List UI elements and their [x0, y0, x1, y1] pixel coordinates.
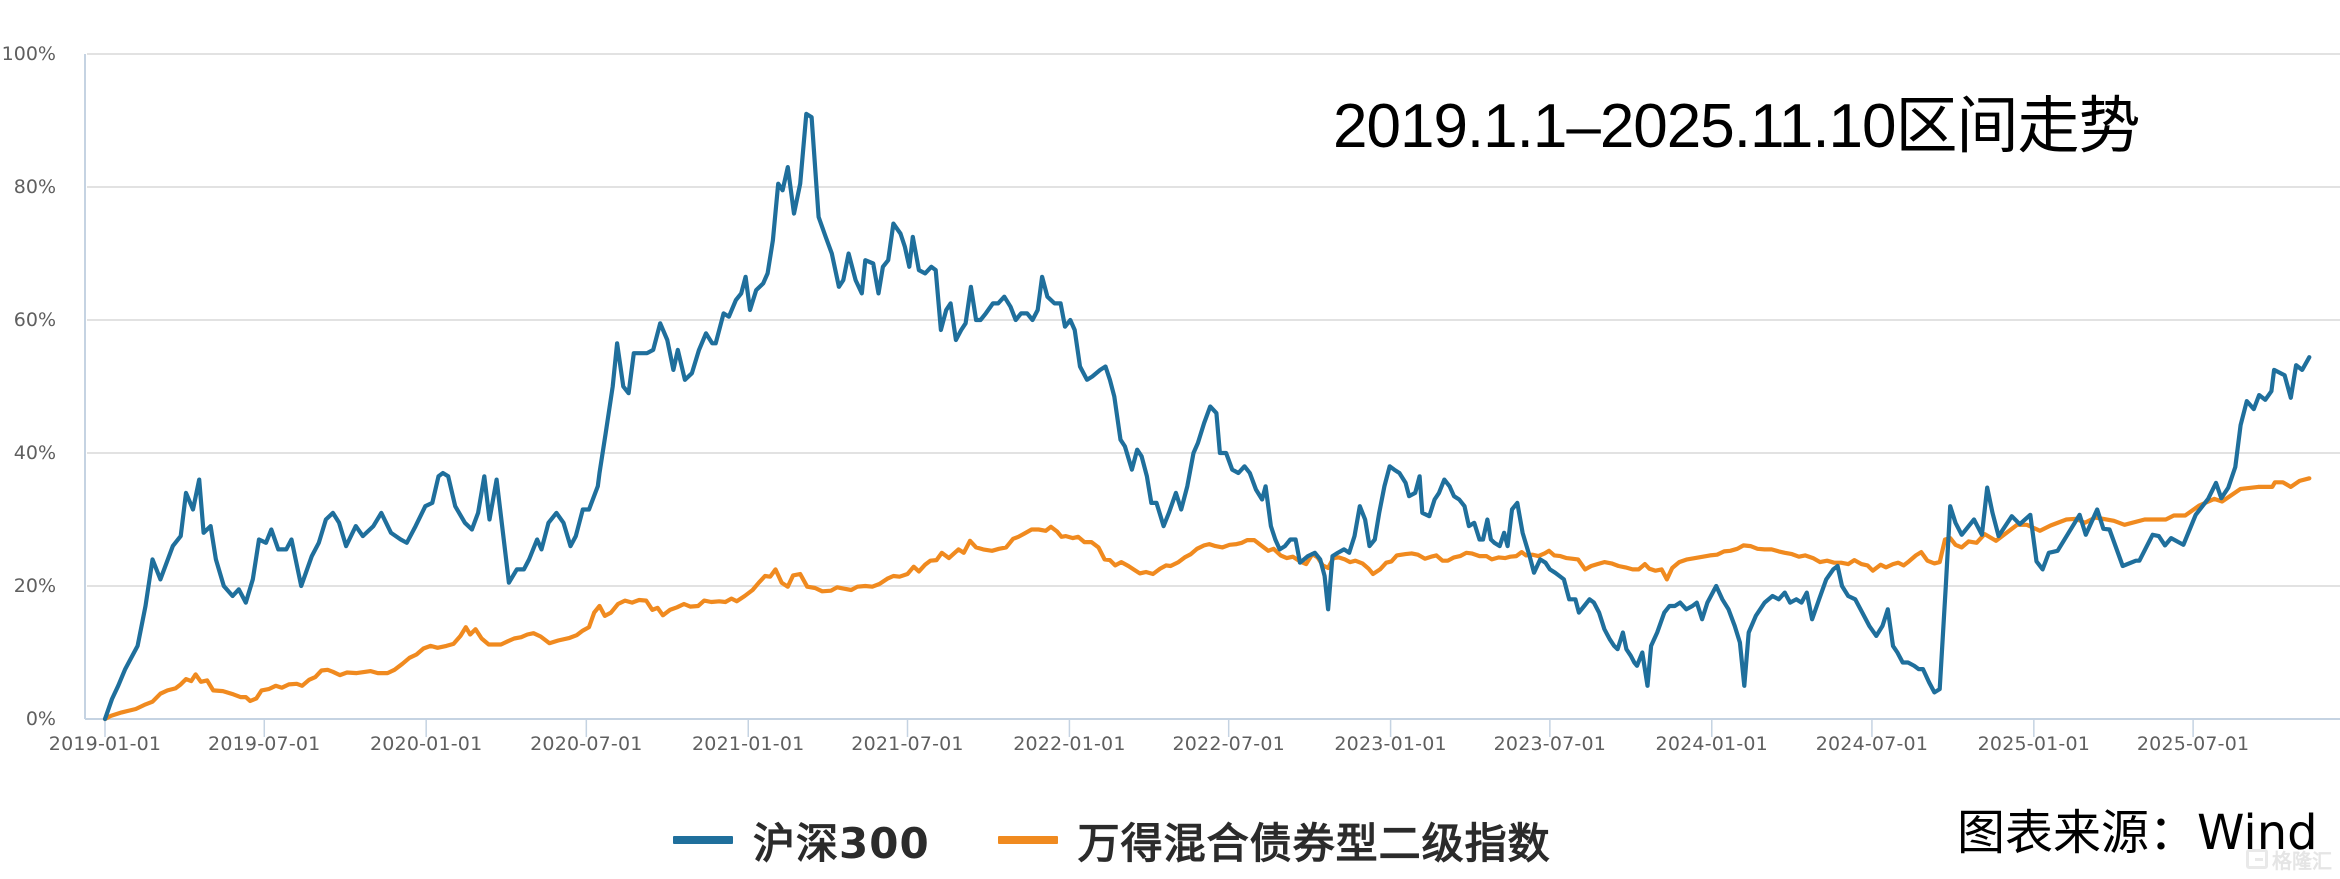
x-tick-label: 2022-01-01	[1013, 733, 1126, 755]
x-tick-label: 2019-07-01	[208, 733, 321, 755]
axes	[84, 54, 2340, 737]
legend-label: 沪深300	[753, 818, 930, 868]
x-tick-label: 2023-01-01	[1334, 733, 1447, 755]
gridlines	[87, 53, 2340, 587]
y-tick-label: 80%	[13, 176, 56, 198]
y-tick-label: 0%	[25, 708, 56, 730]
x-tick-label: 2025-01-01	[1977, 733, 2091, 755]
x-tick-label: 2019-01-01	[48, 733, 162, 755]
x-tick-label: 2020-01-01	[369, 733, 483, 755]
legend-item-wind-bond-index[interactable]: 万得混合债券型二级指数	[997, 810, 1551, 871]
x-tick-label: 2022-07-01	[1172, 733, 1285, 755]
y-tick-label: 60%	[13, 309, 56, 331]
x-tick-label: 2021-07-01	[851, 733, 964, 755]
y-tick-label: 20%	[13, 575, 56, 597]
y-tick-label: 100%	[1, 43, 56, 65]
x-tick-label: 2021-01-01	[692, 733, 805, 755]
watermark: 格隆汇	[2246, 846, 2332, 873]
x-tick-label: 2025-07-01	[2136, 733, 2250, 755]
legend: 沪深300 万得混合债券型二级指数	[673, 812, 1619, 868]
x-tick-label: 2024-07-01	[1815, 733, 1929, 755]
series-line-csi300	[102, 111, 2312, 722]
x-tick-label: 2023-07-01	[1493, 733, 1607, 755]
x-tick-label: 2024-01-01	[1655, 733, 1768, 755]
legend-swatch-icon	[673, 836, 733, 844]
watermark-logo-icon	[2246, 849, 2268, 869]
legend-item-csi300[interactable]: 沪深300	[673, 810, 930, 871]
legend-label: 万得混合债券型二级指数	[1077, 818, 1551, 868]
chart-title: 2019.1.1–2025.11.10区间走势	[1333, 92, 2141, 161]
x-tick-label: 2020-07-01	[530, 733, 643, 755]
watermark-text: 格隆汇	[2272, 848, 2332, 873]
y-tick-label: 40%	[13, 442, 56, 464]
series-line-wind-bond-index	[102, 476, 2312, 722]
data-series	[102, 111, 2312, 722]
legend-swatch-icon	[997, 836, 1058, 844]
